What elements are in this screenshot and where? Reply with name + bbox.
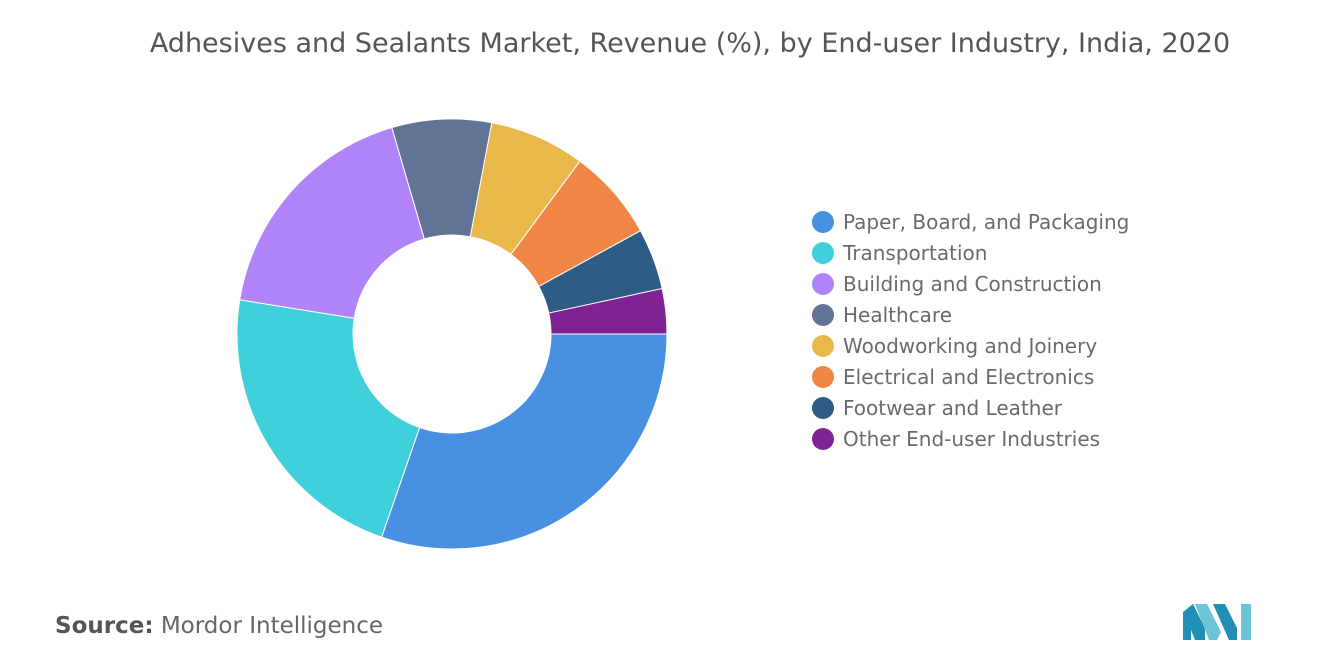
legend-swatch (812, 241, 834, 264)
legend-label: Electrical and Electronics (843, 364, 1095, 389)
legend-item: Electrical and Electronics (812, 361, 1129, 392)
legend-swatch (812, 272, 834, 295)
legend-item: Paper, Board, and Packaging (812, 206, 1129, 237)
source-label: Source: (55, 613, 154, 639)
source-note: Source: Mordor Intelligence (55, 613, 383, 639)
donut-slice-8 (548, 287, 668, 335)
legend-label: Paper, Board, and Packaging (843, 209, 1130, 234)
legend-label: Building and Construction (843, 271, 1102, 296)
donut-slice-2 (236, 299, 421, 538)
legend-swatch (812, 303, 834, 326)
donut-slice-1 (380, 333, 668, 550)
chart-title: Adhesives and Sealants Market, Revenue (… (149, 28, 1231, 59)
legend-swatch (812, 210, 834, 233)
legend-item: Transportation (812, 237, 1129, 268)
legend-item: Building and Construction (812, 268, 1129, 299)
legend-item: Other End-user Industries (812, 423, 1129, 454)
donut-chart (236, 118, 668, 550)
mordor-intelligence-logo-icon (1183, 604, 1251, 640)
legend-swatch (812, 396, 834, 419)
legend-item: Woodworking and Joinery (812, 330, 1129, 361)
legend-item: Footwear and Leather (812, 392, 1129, 423)
legend-swatch (812, 427, 834, 450)
legend-label: Transportation (843, 240, 988, 265)
legend-label: Footwear and Leather (843, 395, 1062, 420)
legend-item: Healthcare (812, 299, 1129, 330)
legend-swatch (812, 334, 834, 357)
legend-label: Other End-user Industries (843, 426, 1101, 451)
legend-swatch (812, 365, 834, 388)
donut-slice-3 (239, 126, 425, 319)
chart-legend: Paper, Board, and Packaging Transportatio… (812, 206, 1129, 454)
legend-label: Woodworking and Joinery (843, 333, 1098, 358)
source-value: Mordor Intelligence (160, 613, 384, 639)
legend-label: Healthcare (843, 302, 953, 327)
